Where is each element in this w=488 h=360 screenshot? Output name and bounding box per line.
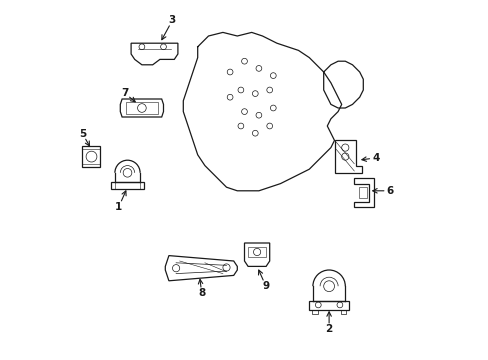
Text: 2: 2 <box>325 324 332 334</box>
Text: 6: 6 <box>386 186 393 196</box>
Text: 7: 7 <box>121 88 128 98</box>
Text: 4: 4 <box>371 153 379 163</box>
Text: 1: 1 <box>115 202 122 212</box>
Text: 8: 8 <box>198 288 205 298</box>
Text: 5: 5 <box>79 129 86 139</box>
Text: 3: 3 <box>168 15 176 25</box>
Text: 9: 9 <box>262 281 269 291</box>
